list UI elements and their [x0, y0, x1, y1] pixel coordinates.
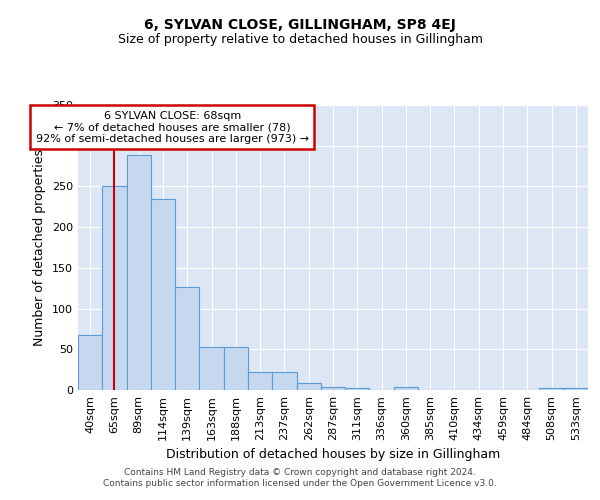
Bar	[78, 334, 102, 390]
Bar	[127, 156, 151, 390]
Bar	[321, 386, 345, 390]
Text: Contains HM Land Registry data © Crown copyright and database right 2024.
Contai: Contains HM Land Registry data © Crown c…	[103, 468, 497, 487]
Bar	[224, 347, 248, 390]
Text: 6, SYLVAN CLOSE, GILLINGHAM, SP8 4EJ: 6, SYLVAN CLOSE, GILLINGHAM, SP8 4EJ	[144, 18, 456, 32]
Bar	[248, 372, 272, 390]
Bar	[539, 388, 564, 390]
Y-axis label: Number of detached properties: Number of detached properties	[34, 149, 46, 346]
Bar	[345, 388, 370, 390]
Bar	[175, 286, 199, 390]
Bar	[564, 388, 588, 390]
Bar	[151, 198, 175, 390]
Text: Size of property relative to detached houses in Gillingham: Size of property relative to detached ho…	[118, 32, 482, 46]
Bar	[102, 186, 127, 390]
Bar	[199, 347, 224, 390]
Bar	[296, 384, 321, 390]
Bar	[272, 372, 296, 390]
Bar	[394, 386, 418, 390]
X-axis label: Distribution of detached houses by size in Gillingham: Distribution of detached houses by size …	[166, 448, 500, 462]
Text: 6 SYLVAN CLOSE: 68sqm
← 7% of detached houses are smaller (78)
92% of semi-detac: 6 SYLVAN CLOSE: 68sqm ← 7% of detached h…	[36, 110, 309, 144]
